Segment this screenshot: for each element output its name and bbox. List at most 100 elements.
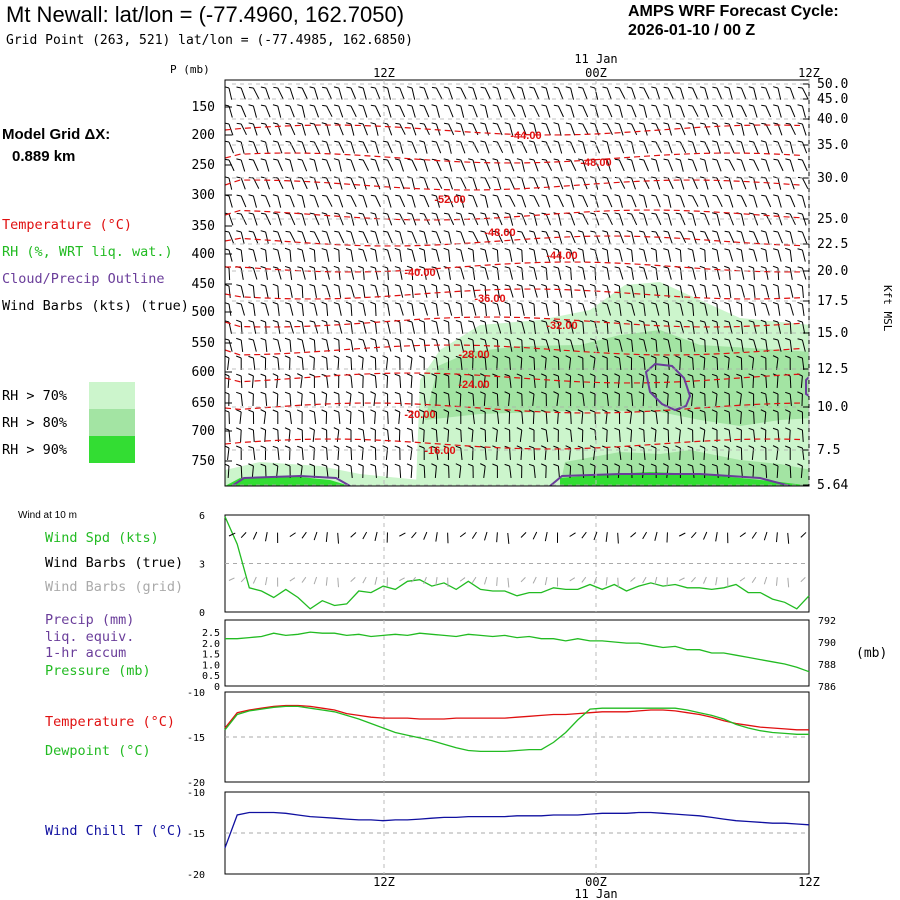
temp-y-tick: -15 <box>187 733 205 744</box>
wind-barb-staff <box>240 285 245 298</box>
wind-barb <box>772 283 780 298</box>
wind-barb-flag <box>638 212 644 215</box>
wind-barb-flag <box>248 338 254 341</box>
wind-barb-staff <box>496 123 503 136</box>
wind-barb <box>248 301 256 316</box>
wind-barb <box>394 140 404 154</box>
wind-barb-staff <box>484 177 491 190</box>
wind-barb <box>650 463 657 479</box>
wind-barb-flag <box>285 104 291 107</box>
wind-barb <box>541 283 549 298</box>
wind-barb <box>406 355 413 370</box>
wind-barb-flag <box>419 427 425 431</box>
wind-barb-flag <box>382 283 388 287</box>
wind-barb <box>650 247 658 262</box>
wind-barb <box>602 391 609 406</box>
wind-barb-flag <box>272 427 278 431</box>
wind-barb-staff <box>509 123 514 136</box>
wind-barb-grid <box>399 577 405 582</box>
wind-barb-staff <box>289 177 295 190</box>
wind-barb-staff <box>692 357 694 371</box>
wind-barb-staff <box>326 123 331 136</box>
wind-barb-flag <box>724 86 730 89</box>
wind-barb <box>419 373 426 389</box>
wind-barb-staff <box>496 141 504 154</box>
wind-barb <box>638 355 646 370</box>
wind-barb-flag <box>370 319 376 323</box>
wind-barb-flag <box>663 104 669 107</box>
wind-barb-flag <box>565 355 571 359</box>
wind-barb-staff <box>643 159 649 172</box>
wind-barb <box>760 445 767 461</box>
wind-barb-staff <box>448 393 451 406</box>
wind-barb-staff <box>265 321 267 335</box>
wind-barb-staff <box>570 249 575 262</box>
wind-barb <box>590 212 600 226</box>
wind-barb-flag <box>748 391 754 395</box>
wind-barb-flag <box>614 409 620 413</box>
wind-barb-staff <box>606 321 609 335</box>
wind-barb-staff <box>277 231 283 244</box>
wind-barb-flag <box>663 338 669 341</box>
wind-barb <box>285 104 295 118</box>
wind-barb-flag <box>626 337 632 341</box>
wind-barb <box>407 338 416 352</box>
legend-temp-lower: Temperature (°C) <box>45 714 176 730</box>
wind-barb-staff <box>777 339 782 352</box>
wind-barb-staff <box>704 213 710 226</box>
wind-barb-grid <box>435 577 438 586</box>
wind-barb-true <box>751 531 757 539</box>
wind-barb-staff <box>350 321 353 334</box>
wind-barb-flag <box>480 319 486 323</box>
wind-barb-staff <box>801 87 809 99</box>
wind-barb-flag <box>345 319 352 323</box>
wind-barb-staff <box>692 465 695 478</box>
wind-barb-staff <box>374 195 381 208</box>
wind-barb <box>480 212 489 226</box>
isotherm-lines <box>225 124 801 450</box>
wind-barb-flag <box>467 247 474 251</box>
wind-barb <box>528 248 537 262</box>
wind-barb-staff <box>777 105 782 118</box>
wind-barb-staff <box>753 141 759 154</box>
wind-barb-staff <box>715 393 718 406</box>
wind-barb-staff <box>338 231 345 244</box>
wind-barb-grid <box>520 576 526 583</box>
wind-barb-staff <box>679 213 686 226</box>
wind-barb-true <box>617 532 619 544</box>
wind-barb-flag <box>358 265 364 269</box>
wind-barb <box>711 338 720 352</box>
wind-barb-flag <box>748 248 754 251</box>
wind-barb <box>492 284 500 298</box>
wind-barb-grid <box>569 577 576 582</box>
legend-rh90: RH > 90% <box>2 442 68 458</box>
wind-barb <box>455 301 463 316</box>
wind-barb-flag <box>333 194 339 197</box>
wind-barb-staff <box>326 375 329 388</box>
wind-barb <box>541 373 547 389</box>
wind-barb-staff <box>350 177 357 190</box>
wind-barb <box>785 302 794 316</box>
wind-barb-staff <box>533 447 536 461</box>
wind-barb-flag <box>492 86 498 89</box>
wind-barb <box>358 445 364 460</box>
wind-barb-staff <box>643 447 646 460</box>
wind-barb-staff <box>399 177 405 190</box>
wind-barb-flag <box>626 463 632 467</box>
wind-barb-flag <box>431 355 437 359</box>
wind-barb-staff <box>728 105 734 118</box>
wind-barb <box>614 373 620 388</box>
wind-barb-flag <box>382 463 388 467</box>
wind-barb <box>748 355 755 370</box>
wind-barb <box>651 140 662 153</box>
wind-barb <box>553 266 562 280</box>
wind-barb-staff <box>704 339 706 353</box>
wind-barb <box>455 463 462 478</box>
wind-barb <box>541 194 551 208</box>
wind-barb <box>639 86 650 100</box>
wind-barb-staff <box>728 411 731 425</box>
wind-barb-flag <box>225 104 230 107</box>
wind-y-tick: 0 <box>199 608 205 619</box>
wind-barb-staff <box>777 267 780 281</box>
wind-barb-flag <box>236 247 242 251</box>
